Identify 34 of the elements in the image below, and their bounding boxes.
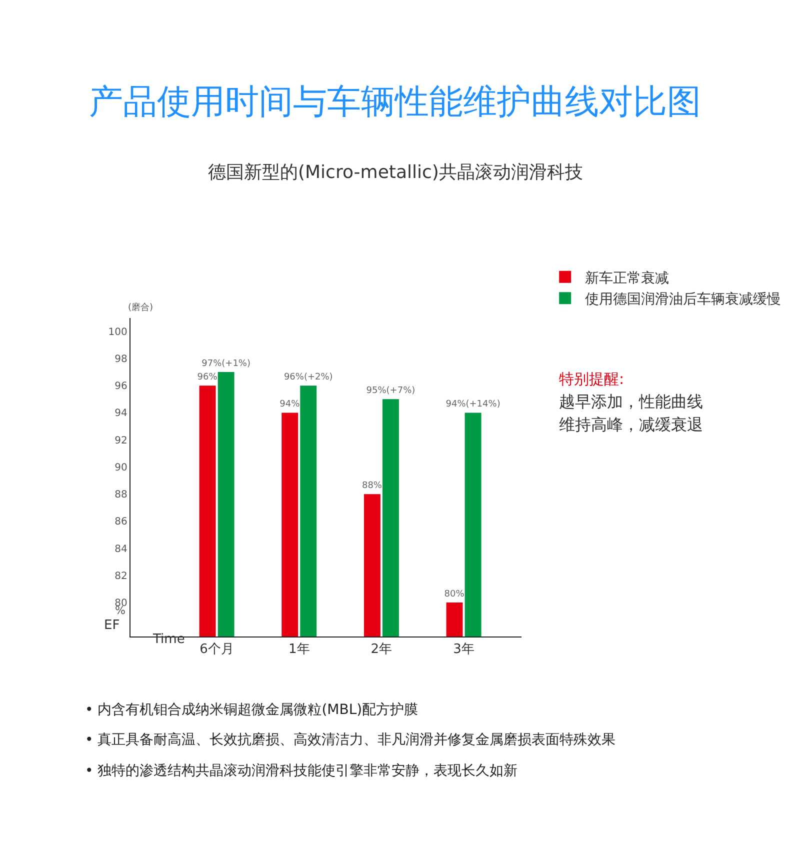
data-label: 95%(+7%) [366, 386, 416, 396]
y-tick-label: 90 [114, 462, 128, 474]
data-label: 88% [362, 481, 382, 492]
data-label: 80% [444, 590, 465, 600]
text: • 独特的渗透结构共晶滚动润滑科技能使引擎非常安静，表现长久如新 [85, 763, 518, 779]
y-tick-label: 88 [114, 490, 128, 501]
y-tick-label: 96 [114, 381, 128, 392]
y-tick-label: 86 [114, 516, 128, 528]
data-label: 96% [197, 372, 218, 383]
y-axis-title: (磨合) [128, 302, 154, 313]
x-tick-label: 3年 [453, 642, 474, 658]
text: 维持高峰，减缓衰退 [559, 415, 703, 434]
text: • 真正具备耐高温、长效抗磨损、高效清洁力、非凡润滑并修复金属磨损表面特殊效果 [85, 732, 616, 748]
y-tick-label: 92 [114, 435, 128, 446]
x-tick-label: 6个月 [200, 642, 234, 658]
data-label: 96%(+2%) [284, 372, 333, 383]
x-tick-label: 1年 [288, 642, 310, 658]
x-tick-label: 2年 [370, 642, 392, 658]
text: 特别提醒: [559, 370, 624, 388]
y-tick-label: 82 [114, 570, 128, 582]
data-label: 94% [280, 400, 300, 410]
y-tick-label: 100 [108, 326, 128, 338]
legend-label: 新车正常衰减 [585, 270, 670, 286]
chart-subtitle: 德国新型的(Micro-metallic)共晶滚动润滑科技 [208, 162, 583, 183]
data-label: 97%(+1%) [202, 359, 250, 370]
y-tick-label: 84 [114, 544, 128, 555]
text: • 内含有机钼合成纳米铜超微金属微粒(MBL)配方护膜 [85, 702, 418, 718]
chart-title: 产品使用时间与车辆性能维护曲线对比图 [89, 82, 701, 122]
data-label: 94%(+14%) [446, 400, 500, 410]
y-tick-label: 98 [114, 354, 128, 365]
text: EF [104, 618, 120, 633]
text: 越早添加，性能曲线 [559, 392, 703, 411]
legend-label: 使用德国润滑油后车辆衰减缓慢 [585, 292, 782, 308]
y-tick-label: 94 [114, 408, 128, 420]
